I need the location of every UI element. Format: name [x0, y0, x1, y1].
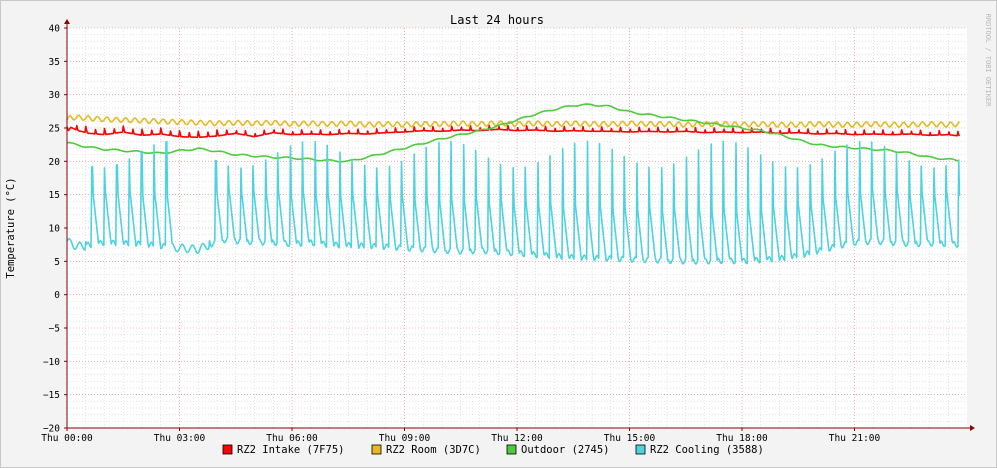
x-axis-arrow-icon — [970, 425, 975, 431]
legend-label: Outdoor (2745) — [521, 444, 610, 456]
y-tick-label: 0 — [54, 290, 60, 301]
x-tick-label: Thu 21:00 — [829, 433, 881, 444]
y-axis-label: Temperature (°C) — [5, 177, 17, 278]
y-tick-label: 25 — [49, 124, 60, 135]
legend-swatch — [371, 444, 382, 455]
watermark: RRDTOOL / TOBI OETIKER — [984, 14, 992, 108]
x-tick-label: Thu 09:00 — [379, 433, 431, 444]
series-layer — [66, 103, 961, 265]
y-tick-label: −5 — [49, 324, 60, 335]
legend-swatch — [635, 444, 646, 455]
legend: RZ2 Intake (7F75) RZ2 Room (3D7C) Outdoor … — [222, 444, 764, 456]
y-tick-label: 15 — [49, 190, 60, 201]
chart-title: Last 24 hours — [450, 13, 544, 27]
x-tick-label: Thu 03:00 — [154, 433, 206, 444]
series-line-3 — [66, 140, 961, 265]
x-tick-label: Thu 15:00 — [604, 433, 656, 444]
y-tick-label: −10 — [43, 357, 60, 368]
legend-swatch — [222, 444, 233, 455]
series-line-0 — [66, 124, 961, 139]
y-tick-label: 35 — [49, 57, 60, 68]
series-line-2 — [67, 103, 960, 163]
y-tick-label: 5 — [54, 257, 60, 268]
y-tick-label: −15 — [43, 390, 60, 401]
y-tick-labels: 40 35 30 25 20 15 10 5 0 −5 −10 −15 −20 — [43, 24, 67, 435]
y-tick-label: 10 — [49, 224, 61, 235]
x-tick-label: Thu 12:00 — [491, 433, 543, 444]
legend-label: RZ2 Intake (7F75) — [237, 444, 344, 456]
x-tick-label: Thu 00:00 — [41, 433, 93, 444]
x-tick-labels: Thu 00:00 Thu 03:00 Thu 06:00 Thu 09:00 Thu … — [41, 428, 881, 444]
y-tick-label: 20 — [49, 157, 61, 168]
legend-label: RZ2 Cooling (3588) — [650, 444, 764, 456]
x-tick-label: Thu 18:00 — [716, 433, 768, 444]
y-axis-arrow-icon — [64, 19, 70, 24]
y-tick-label: 30 — [49, 90, 61, 101]
legend-swatch — [506, 444, 517, 455]
x-tick-label: Thu 06:00 — [266, 433, 318, 444]
y-tick-label: 40 — [49, 24, 61, 35]
legend-label: RZ2 Room (3D7C) — [386, 444, 481, 456]
series-line-1 — [66, 114, 960, 128]
y-tick-label: −20 — [43, 424, 60, 435]
